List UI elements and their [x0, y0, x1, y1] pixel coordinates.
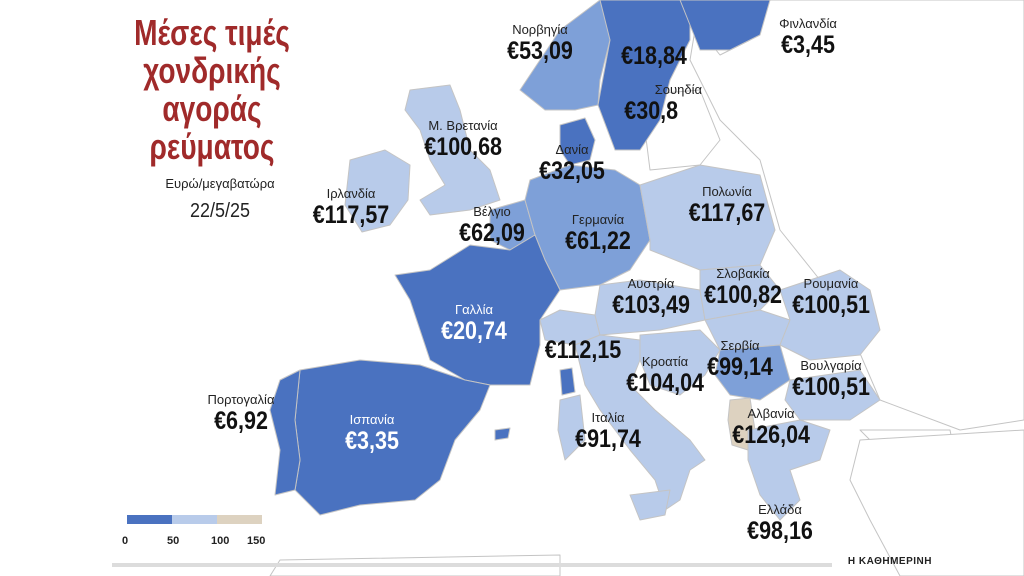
legend-bar-50-100 [127, 515, 172, 524]
map-title: Μέσες τιμές χονδρικής αγοράς ρεύματος [134, 12, 290, 167]
label-greece: Ελλάδα €98,16 [747, 502, 813, 545]
island-baleares [494, 427, 511, 441]
island-corsica [559, 367, 576, 396]
label-slovakia: Σλοβακία €100,82 [704, 266, 783, 309]
country-austria [594, 279, 706, 336]
country-denmark [559, 117, 596, 166]
map-date: 22/5/25 [189, 200, 251, 222]
country-portugal [269, 369, 301, 496]
country-sicily [629, 489, 671, 521]
label-switzerland: €112,15 [544, 336, 622, 364]
label-austria: Αυστρία €103,49 [612, 276, 691, 319]
legend-tick-150: 150 [247, 535, 266, 547]
color-legend: 0 50 100 150 [122, 515, 267, 555]
label-uk: Μ. Βρετανία €100,68 [424, 118, 503, 161]
country-croatia [639, 329, 721, 396]
publisher-logo: Η ΚΑΘΗΜΕΡΙΝΗ [847, 556, 932, 567]
label-romania: Ρουμανία €100,51 [792, 276, 871, 319]
country-bulgaria [784, 369, 881, 421]
label-denmark: Δανία €32,05 [539, 142, 605, 185]
label-finland: Φινλανδία €3,45 [779, 16, 837, 59]
legend-bar-100-150 [172, 515, 217, 524]
country-italy [574, 334, 706, 511]
map-subtitle: Ευρώ/μεγαβατώρα [165, 176, 275, 191]
label-ireland: Ιρλανδία €117,57 [312, 186, 390, 229]
label-bulgaria: Βουλγαρία €100,51 [792, 358, 871, 401]
footer-line [112, 563, 832, 567]
country-finland [679, 0, 771, 51]
legend-tick-0: 0 [122, 535, 129, 547]
country-ireland [344, 149, 411, 233]
country-serbia [714, 344, 791, 401]
country-romania [779, 269, 881, 361]
country-france [394, 234, 561, 386]
label-sweden-south: Σουηδία €30,8 [624, 82, 702, 125]
label-norway: Νορβηγία €53,09 [507, 22, 573, 65]
label-germany: Γερμανία €61,22 [565, 212, 631, 255]
legend-tick-50: 50 [167, 535, 180, 547]
label-spain: Ισπανία €3,35 [345, 412, 399, 455]
label-italy: Ιταλία €91,74 [575, 410, 641, 453]
label-belgium: Βέλγιο €62,09 [459, 204, 525, 247]
country-greece [747, 419, 831, 521]
label-albania: Αλβανία €126,04 [732, 406, 811, 449]
legend-tick-100: 100 [211, 535, 230, 547]
region-turkey [849, 429, 1024, 576]
legend-bar-tan [217, 515, 262, 524]
country-germany [524, 164, 651, 291]
country-sardinia [557, 394, 586, 461]
country-norway [519, 0, 626, 111]
label-serbia: Σερβία €99,14 [707, 338, 773, 381]
label-france: Γαλλία €20,74 [441, 302, 507, 345]
country-uk [404, 84, 501, 216]
label-portugal: Πορτογαλία €6,92 [207, 392, 275, 435]
label-croatia: Κροατία €104,04 [626, 354, 705, 397]
label-poland: Πολωνία €117,67 [688, 184, 766, 227]
label-sweden: €18,84 [621, 42, 687, 70]
